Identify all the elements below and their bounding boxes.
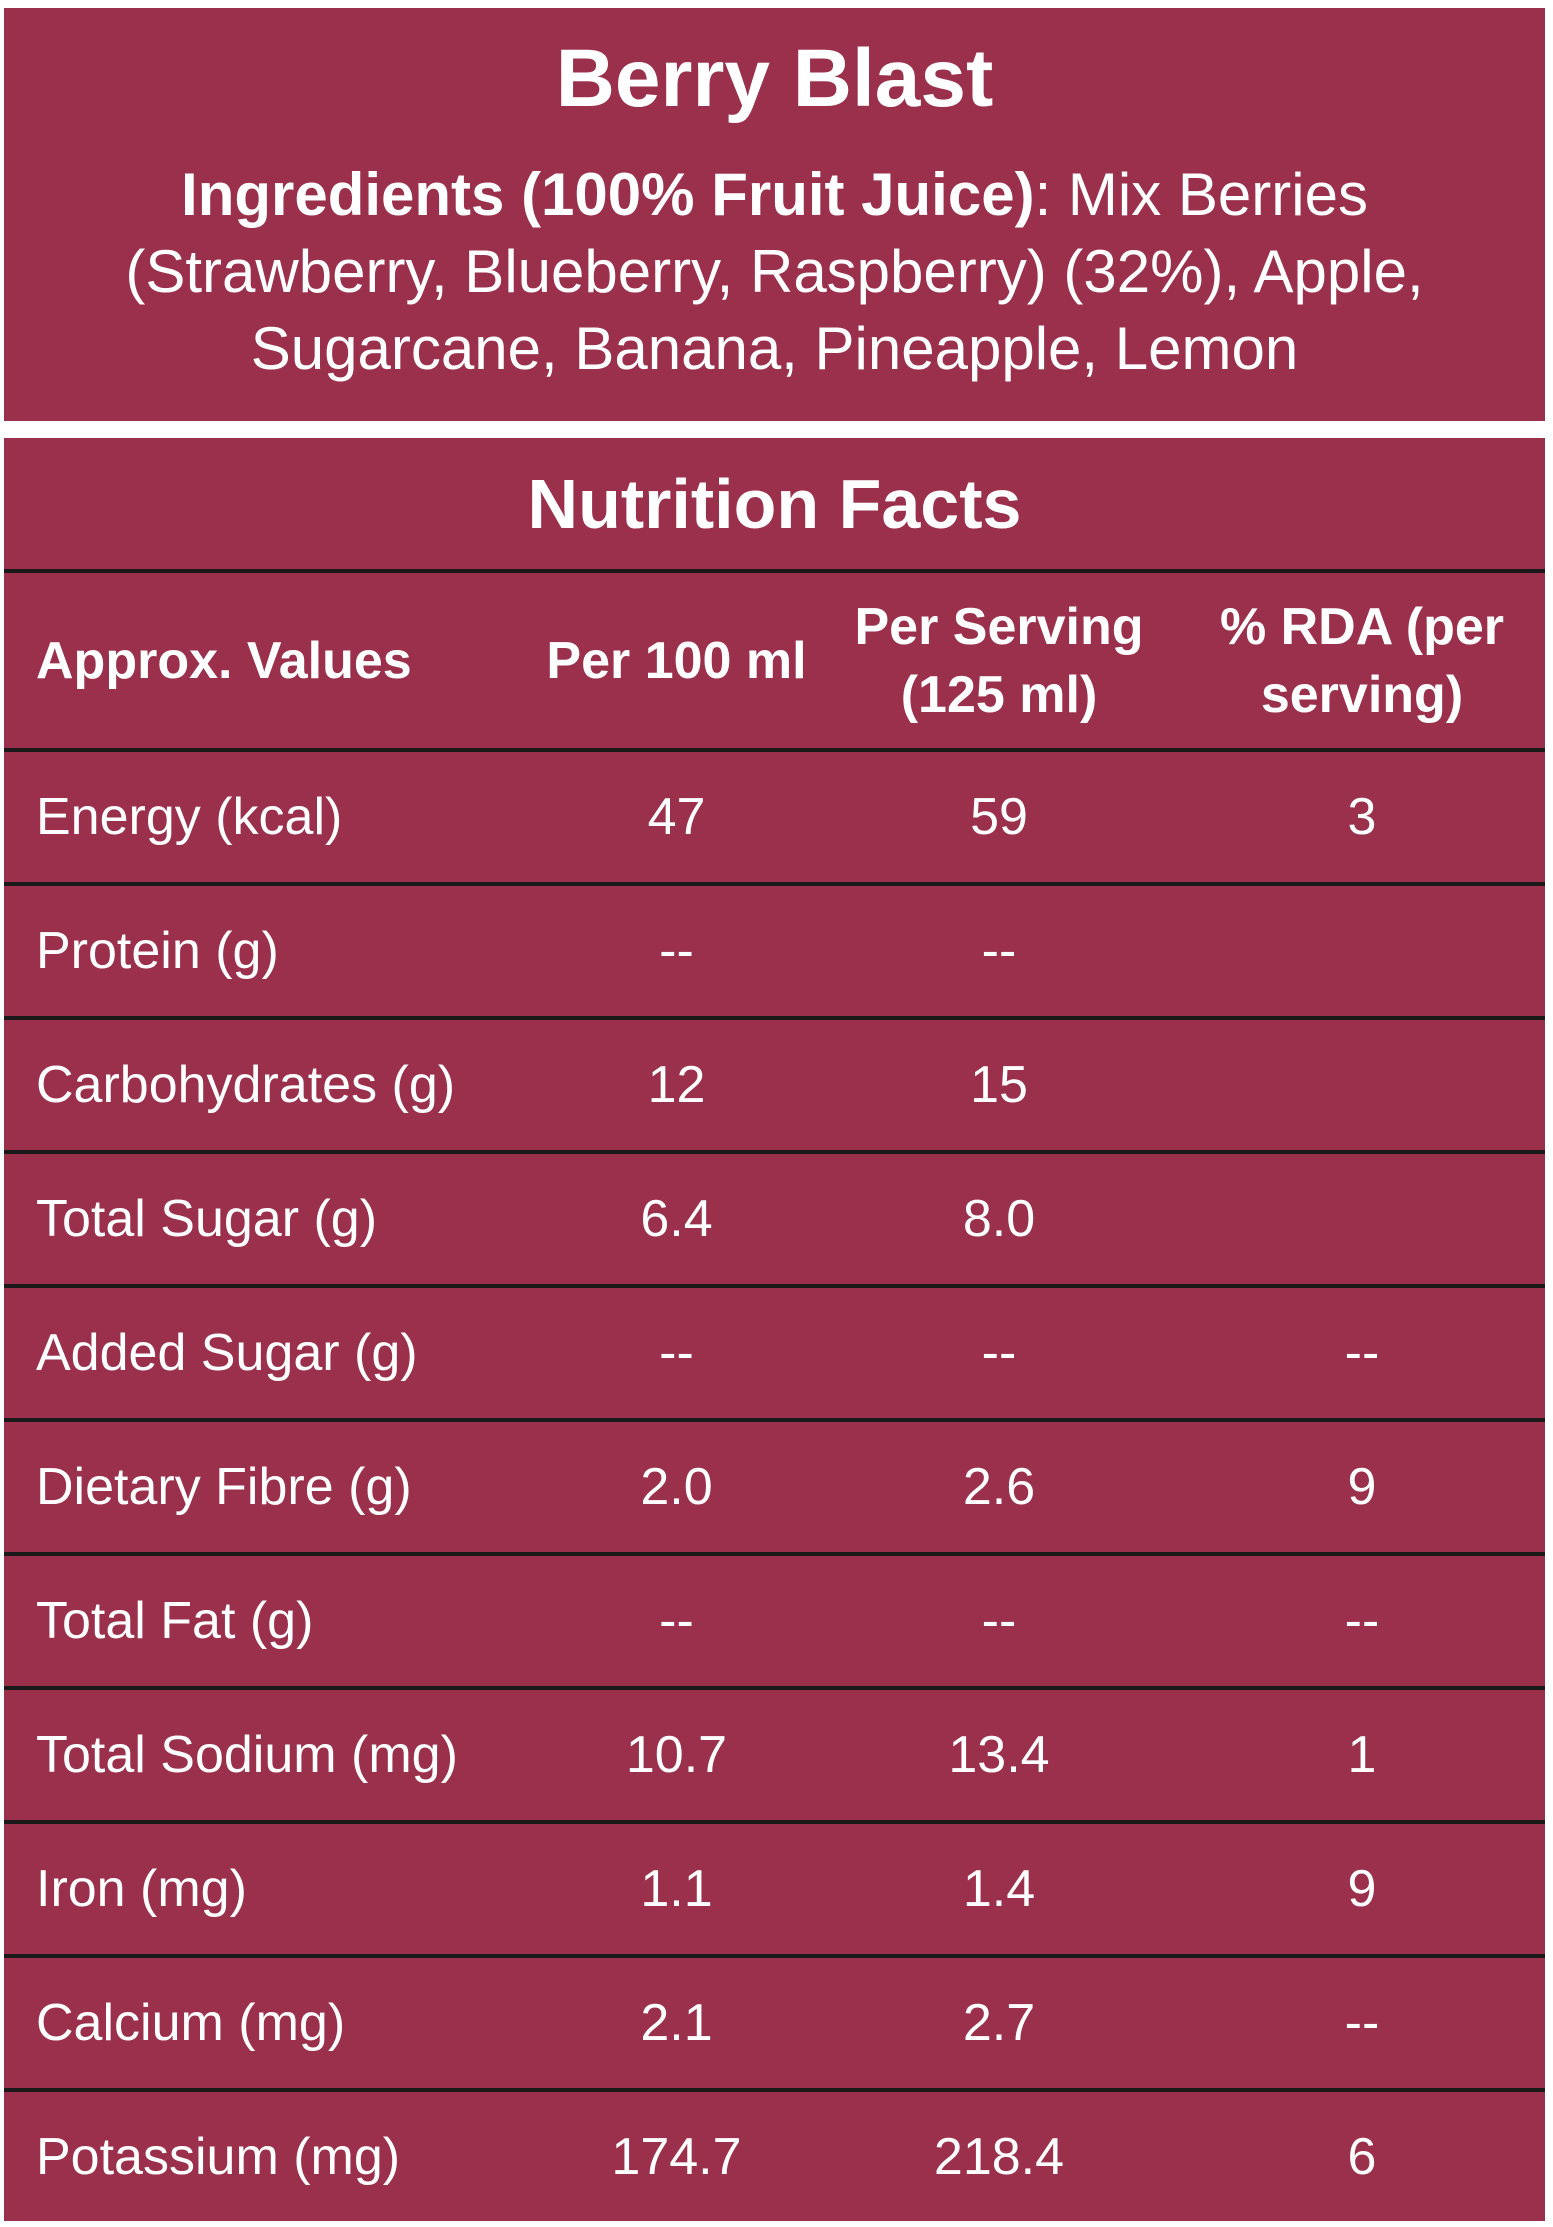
rda-value [1179,884,1545,1020]
table-row: Protein (g) -- -- [4,884,1545,1020]
rda-value: 1 [1179,1688,1545,1824]
table-row: Potassium (mg) 174.7 218.4 6 [4,2090,1545,2222]
nutrition-facts-panel: Nutrition Facts Approx. Values Per 100 m… [4,438,1545,2221]
nutrient-name: Calcium (mg) [4,1956,534,2092]
per-serving-value: 13.4 [819,1688,1179,1824]
nutrient-name: Total Sodium (mg) [4,1688,534,1824]
table-row: Calcium (mg) 2.1 2.7 -- [4,1956,1545,2092]
per-100ml-value: 47 [534,750,819,886]
rda-value [1179,1152,1545,1288]
nutrient-name: Iron (mg) [4,1822,534,1958]
per-serving-value: 2.6 [819,1420,1179,1556]
rda-value [1179,1018,1545,1154]
per-100ml-value: -- [534,884,819,1020]
nutrient-name: Added Sugar (g) [4,1286,534,1422]
table-row: Dietary Fibre (g) 2.0 2.6 9 [4,1420,1545,1556]
table-row: Total Sugar (g) 6.4 8.0 [4,1152,1545,1288]
per-serving-value: 218.4 [933,2128,1065,2186]
ingredients-panel: Berry Blast Ingredients (100% Fruit Juic… [4,8,1545,421]
per-100ml-value: 174.7 [611,2128,742,2186]
table-row: Carbohydrates (g) 12 15 [4,1018,1545,1154]
nutrient-name: Potassium (mg) [36,2128,401,2186]
ingredients-label: Ingredients (100% Fruit Juice) [181,161,1035,228]
nutrient-name: Carbohydrates (g) [4,1018,534,1154]
per-serving-value: 59 [819,750,1179,886]
per-serving-value: 1.4 [819,1822,1179,1958]
rda-value: -- [1179,1286,1545,1422]
nutrition-table: Approx. Values Per 100 ml Per Serving (1… [4,573,1545,2222]
header-approx-values: Approx. Values [4,573,534,752]
per-100ml-value: 2.1 [534,1956,819,2092]
per-100ml-value: 6.4 [534,1152,819,1288]
rda-value: 3 [1179,750,1545,886]
nutrient-name: Total Fat (g) [4,1554,534,1690]
nutrient-name: Protein (g) [4,884,534,1020]
per-serving-value: -- [819,1554,1179,1690]
rda-value: -- [1179,1554,1545,1690]
header-per-serving: Per Serving (125 ml) [819,573,1179,752]
per-100ml-value: -- [534,1554,819,1690]
rda-value: 6 [1347,2128,1377,2186]
per-serving-value: 15 [819,1018,1179,1154]
per-100ml-value: 1.1 [534,1822,819,1958]
ingredients-text: Ingredients (100% Fruit Juice): Mix Berr… [4,156,1545,387]
table-row: Total Sodium (mg) 10.7 13.4 1 [4,1688,1545,1824]
table-header-row: Approx. Values Per 100 ml Per Serving (1… [4,573,1545,752]
per-100ml-value: -- [534,1286,819,1422]
per-serving-value: -- [819,1286,1179,1422]
nutrition-facts-title: Nutrition Facts [4,438,1545,573]
ingredients-list: : Mix Berries (Strawberry, Blueberry, Ra… [125,161,1424,382]
product-title: Berry Blast [555,33,994,124]
nutrient-name: Dietary Fibre (g) [4,1420,534,1556]
table-row: Added Sugar (g) -- -- -- [4,1286,1545,1422]
rda-value: -- [1179,1956,1545,2092]
per-100ml-value: 10.7 [534,1688,819,1824]
nutrient-name: Energy (kcal) [4,750,534,886]
nutrient-name: Total Sugar (g) [4,1152,534,1288]
per-serving-value: 8.0 [819,1152,1179,1288]
table-row: Iron (mg) 1.1 1.4 9 [4,1822,1545,1958]
header-rda: % RDA (per serving) [1179,573,1545,752]
per-serving-value: -- [819,884,1179,1020]
per-100ml-value: 12 [534,1018,819,1154]
table-row: Energy (kcal) 47 59 3 [4,750,1545,886]
per-serving-value: 2.7 [819,1956,1179,2092]
rda-value: 9 [1179,1420,1545,1556]
rda-value: 9 [1179,1822,1545,1958]
per-100ml-value: 2.0 [534,1420,819,1556]
table-row: Total Fat (g) -- -- -- [4,1554,1545,1690]
header-per-100ml: Per 100 ml [534,573,819,752]
